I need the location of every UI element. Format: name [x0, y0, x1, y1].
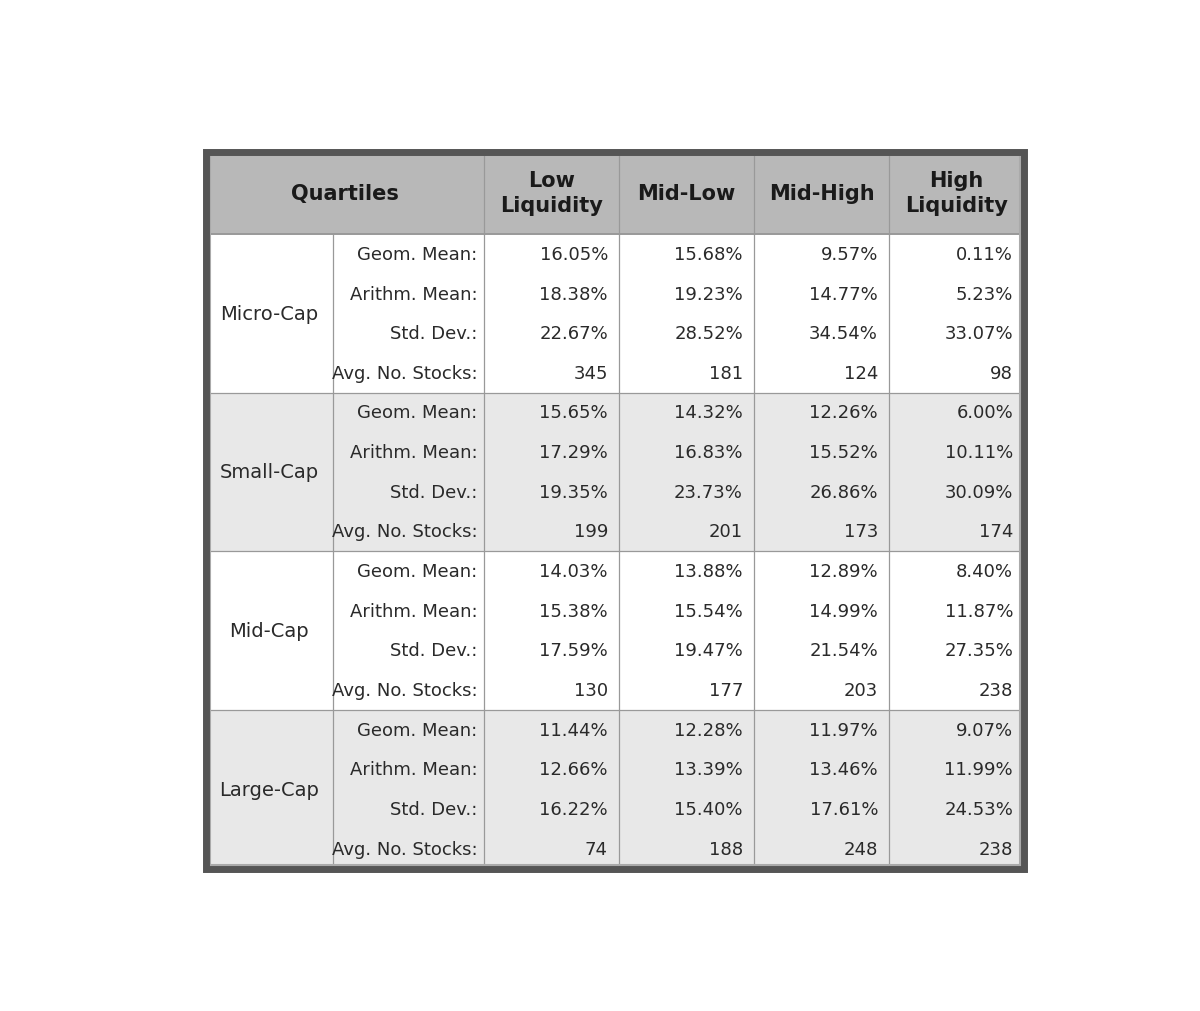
Text: Arithm. Mean:: Arithm. Mean:	[350, 285, 478, 303]
Text: Mid-Low: Mid-Low	[637, 184, 736, 203]
Text: 33.07%: 33.07%	[944, 325, 1013, 343]
Text: 203: 203	[844, 681, 878, 700]
Text: High
Liquidity: High Liquidity	[905, 171, 1008, 216]
Text: 15.52%: 15.52%	[809, 444, 878, 462]
Bar	[206, 153, 1024, 235]
Text: Avg. No. Stocks:: Avg. No. Stocks:	[332, 681, 478, 700]
Text: 174: 174	[979, 523, 1013, 541]
Text: 181: 181	[709, 365, 743, 382]
Text: 19.35%: 19.35%	[539, 483, 608, 501]
Text: Arithm. Mean:: Arithm. Mean:	[350, 444, 478, 462]
Text: Arithm. Mean:: Arithm. Mean:	[350, 760, 478, 778]
Text: 21.54%: 21.54%	[809, 642, 878, 660]
Text: 12.66%: 12.66%	[540, 760, 608, 778]
Text: 9.07%: 9.07%	[956, 721, 1013, 739]
Text: 14.99%: 14.99%	[809, 603, 878, 620]
Text: 34.54%: 34.54%	[809, 325, 878, 343]
Text: 16.83%: 16.83%	[674, 444, 743, 462]
Text: Avg. No. Stocks:: Avg. No. Stocks:	[332, 523, 478, 541]
Text: Geom. Mean:: Geom. Mean:	[358, 404, 478, 422]
Text: 24.53%: 24.53%	[944, 801, 1013, 818]
Text: 13.39%: 13.39%	[674, 760, 743, 778]
Text: 130: 130	[574, 681, 608, 700]
Text: 11.44%: 11.44%	[539, 721, 608, 739]
Text: 26.86%: 26.86%	[810, 483, 878, 501]
Text: 13.88%: 13.88%	[674, 562, 743, 580]
Bar	[206, 235, 1024, 393]
Text: 28.52%: 28.52%	[674, 325, 743, 343]
Text: 238: 238	[979, 681, 1013, 700]
Text: 124: 124	[844, 365, 878, 382]
Text: Geom. Mean:: Geom. Mean:	[358, 246, 478, 264]
Text: 173: 173	[844, 523, 878, 541]
Text: 16.05%: 16.05%	[540, 246, 608, 264]
Text: 18.38%: 18.38%	[540, 285, 608, 303]
Text: Large-Cap: Large-Cap	[220, 779, 319, 799]
Text: 12.28%: 12.28%	[674, 721, 743, 739]
Text: Std. Dev.:: Std. Dev.:	[390, 801, 478, 818]
Text: 248: 248	[844, 840, 878, 858]
Text: Low
Liquidity: Low Liquidity	[500, 171, 604, 216]
Text: 6.00%: 6.00%	[956, 404, 1013, 422]
Text: Geom. Mean:: Geom. Mean:	[358, 721, 478, 739]
Text: 12.26%: 12.26%	[809, 404, 878, 422]
Text: 11.87%: 11.87%	[944, 603, 1013, 620]
Text: 15.40%: 15.40%	[674, 801, 743, 818]
Text: 11.99%: 11.99%	[944, 760, 1013, 778]
Text: 14.32%: 14.32%	[674, 404, 743, 422]
Text: 17.29%: 17.29%	[539, 444, 608, 462]
Text: 5.23%: 5.23%	[955, 285, 1013, 303]
Text: 15.68%: 15.68%	[674, 246, 743, 264]
Text: 12.89%: 12.89%	[809, 562, 878, 580]
Text: Small-Cap: Small-Cap	[220, 463, 319, 482]
Text: 19.23%: 19.23%	[674, 285, 743, 303]
Bar	[210, 156, 1020, 865]
Text: 238: 238	[979, 840, 1013, 858]
Text: Std. Dev.:: Std. Dev.:	[390, 642, 478, 660]
Text: 17.59%: 17.59%	[539, 642, 608, 660]
Text: 13.46%: 13.46%	[809, 760, 878, 778]
Text: 14.77%: 14.77%	[809, 285, 878, 303]
Text: 27.35%: 27.35%	[944, 642, 1013, 660]
Text: Std. Dev.:: Std. Dev.:	[390, 483, 478, 501]
Text: Mid-Cap: Mid-Cap	[229, 622, 310, 640]
Text: 9.57%: 9.57%	[821, 246, 878, 264]
Text: Arithm. Mean:: Arithm. Mean:	[350, 603, 478, 620]
Text: 15.38%: 15.38%	[539, 603, 608, 620]
Text: 22.67%: 22.67%	[539, 325, 608, 343]
Text: 10.11%: 10.11%	[944, 444, 1013, 462]
Bar	[206, 153, 1024, 868]
Text: 199: 199	[574, 523, 608, 541]
Text: 11.97%: 11.97%	[809, 721, 878, 739]
Text: 177: 177	[708, 681, 743, 700]
Text: Avg. No. Stocks:: Avg. No. Stocks:	[332, 840, 478, 858]
Bar	[206, 710, 1024, 868]
Text: 98: 98	[990, 365, 1013, 382]
Text: 15.65%: 15.65%	[539, 404, 608, 422]
Text: 15.54%: 15.54%	[674, 603, 743, 620]
Text: 19.47%: 19.47%	[674, 642, 743, 660]
Text: Micro-Cap: Micro-Cap	[220, 304, 318, 324]
Text: Geom. Mean:: Geom. Mean:	[358, 562, 478, 580]
Text: 0.11%: 0.11%	[956, 246, 1013, 264]
Text: 201: 201	[709, 523, 743, 541]
Text: 74: 74	[584, 840, 608, 858]
Text: Quartiles: Quartiles	[290, 184, 398, 203]
Text: 16.22%: 16.22%	[539, 801, 608, 818]
Text: 23.73%: 23.73%	[674, 483, 743, 501]
Text: 30.09%: 30.09%	[944, 483, 1013, 501]
Text: Avg. No. Stocks:: Avg. No. Stocks:	[332, 365, 478, 382]
Text: 345: 345	[574, 365, 608, 382]
Bar	[206, 393, 1024, 552]
Text: Mid-High: Mid-High	[769, 184, 875, 203]
Text: 8.40%: 8.40%	[956, 562, 1013, 580]
Text: 17.61%: 17.61%	[810, 801, 878, 818]
Text: 14.03%: 14.03%	[540, 562, 608, 580]
Text: Std. Dev.:: Std. Dev.:	[390, 325, 478, 343]
Bar	[206, 552, 1024, 710]
Text: 188: 188	[709, 840, 743, 858]
